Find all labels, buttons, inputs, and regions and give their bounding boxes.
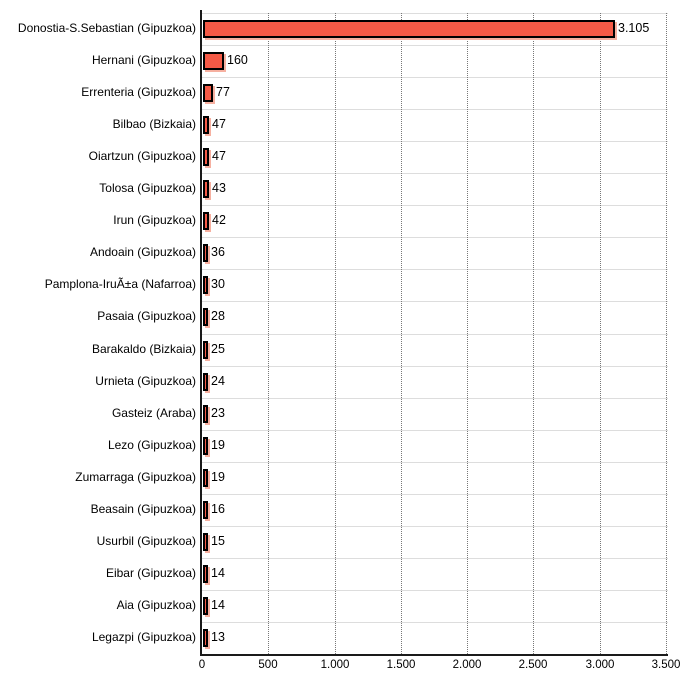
bar xyxy=(203,469,208,487)
value-label: 43 xyxy=(212,181,226,195)
x-tick-label: 500 xyxy=(258,659,278,671)
row-separator xyxy=(202,462,668,463)
gridline xyxy=(600,13,601,654)
row-separator xyxy=(202,45,668,46)
category-label: Lezo (Gipuzkoa) xyxy=(107,438,196,452)
gridline xyxy=(666,13,667,654)
bar xyxy=(203,180,209,198)
bar xyxy=(203,244,208,262)
value-label: 36 xyxy=(211,245,225,259)
bar xyxy=(203,405,208,423)
value-label: 19 xyxy=(211,438,225,452)
category-label: Zumarraga (Gipuzkoa) xyxy=(75,470,196,484)
bar xyxy=(203,148,210,166)
value-label: 30 xyxy=(211,277,225,291)
value-label: 24 xyxy=(211,374,225,388)
category-label: Urnieta (Gipuzkoa) xyxy=(95,374,196,388)
value-label: 15 xyxy=(211,534,225,548)
value-label: 16 xyxy=(211,502,225,516)
row-separator xyxy=(202,526,668,527)
value-label: 25 xyxy=(211,342,225,356)
category-label: Usurbil (Gipuzkoa) xyxy=(96,534,196,548)
category-label: Irun (Gipuzkoa) xyxy=(113,213,196,227)
category-label: Errenteria (Gipuzkoa) xyxy=(81,85,196,99)
bar xyxy=(203,373,208,391)
gridline xyxy=(533,13,534,654)
row-separator xyxy=(202,558,668,559)
category-label: Eibar (Gipuzkoa) xyxy=(105,566,196,580)
category-label: Aia (Gipuzkoa) xyxy=(116,598,196,612)
category-label: Legazpi (Gipuzkoa) xyxy=(91,630,196,644)
gridline xyxy=(335,13,336,654)
row-separator xyxy=(202,494,668,495)
x-tick-label: 3.500 xyxy=(651,659,681,671)
row-separator xyxy=(202,366,668,367)
y-axis-line xyxy=(200,10,202,656)
bar xyxy=(203,533,208,551)
category-label: Donostia-S.Sebastian (Gipuzkoa) xyxy=(17,21,196,35)
value-label: 42 xyxy=(212,213,226,227)
row-separator xyxy=(202,622,668,623)
value-label: 47 xyxy=(212,149,226,163)
row-separator xyxy=(202,301,668,302)
bar xyxy=(203,52,225,70)
category-label: Hernani (Gipuzkoa) xyxy=(91,53,196,67)
row-separator xyxy=(202,173,668,174)
value-label: 14 xyxy=(211,566,225,580)
category-label: Pamplona-IruÃ±a (Nafarroa) xyxy=(44,277,196,291)
row-separator xyxy=(202,430,668,431)
value-label: 13 xyxy=(211,630,225,644)
gridline xyxy=(467,13,468,654)
bar xyxy=(203,341,208,359)
x-tick-label: 3.000 xyxy=(585,659,615,671)
value-label: 3.105 xyxy=(618,21,650,35)
value-label: 47 xyxy=(212,117,226,131)
bar xyxy=(203,212,209,230)
category-label: Andoain (Gipuzkoa) xyxy=(89,245,196,259)
bar xyxy=(203,629,208,647)
category-label: Tolosa (Gipuzkoa) xyxy=(99,181,196,195)
row-separator xyxy=(202,77,668,78)
bar xyxy=(203,501,208,519)
x-tick-label: 2.500 xyxy=(518,659,548,671)
category-label: Gasteiz (Araba) xyxy=(111,406,196,420)
row-separator xyxy=(202,398,668,399)
row-separator xyxy=(202,269,668,270)
bar xyxy=(203,308,208,326)
bar xyxy=(203,20,615,38)
value-label: 19 xyxy=(211,470,225,484)
x-tick-label: 0 xyxy=(198,659,206,671)
row-separator xyxy=(202,237,668,238)
bar xyxy=(203,116,210,134)
category-label: Bilbao (Bizkaia) xyxy=(112,117,196,131)
x-axis-line xyxy=(200,654,668,656)
value-label: 160 xyxy=(227,53,248,67)
x-tick-label: 1.500 xyxy=(386,659,416,671)
bar xyxy=(203,276,208,294)
value-label: 77 xyxy=(216,85,230,99)
row-separator xyxy=(202,334,668,335)
x-tick-label: 1.000 xyxy=(320,659,350,671)
bar xyxy=(203,437,208,455)
category-label: Oiartzun (Gipuzkoa) xyxy=(88,149,196,163)
category-label: Beasain (Gipuzkoa) xyxy=(90,502,196,516)
row-separator xyxy=(202,13,668,14)
row-separator xyxy=(202,590,668,591)
x-tick-label: 2.000 xyxy=(452,659,482,671)
bar xyxy=(203,84,214,102)
bar xyxy=(203,597,208,615)
value-label: 14 xyxy=(211,598,225,612)
gridline xyxy=(268,13,269,654)
gridline xyxy=(401,13,402,654)
category-label: Pasaia (Gipuzkoa) xyxy=(97,309,196,323)
bar xyxy=(203,565,208,583)
row-separator xyxy=(202,141,668,142)
category-label: Barakaldo (Bizkaia) xyxy=(91,342,196,356)
row-separator xyxy=(202,109,668,110)
row-separator xyxy=(202,205,668,206)
value-label: 28 xyxy=(211,309,225,323)
value-label: 23 xyxy=(211,406,225,420)
